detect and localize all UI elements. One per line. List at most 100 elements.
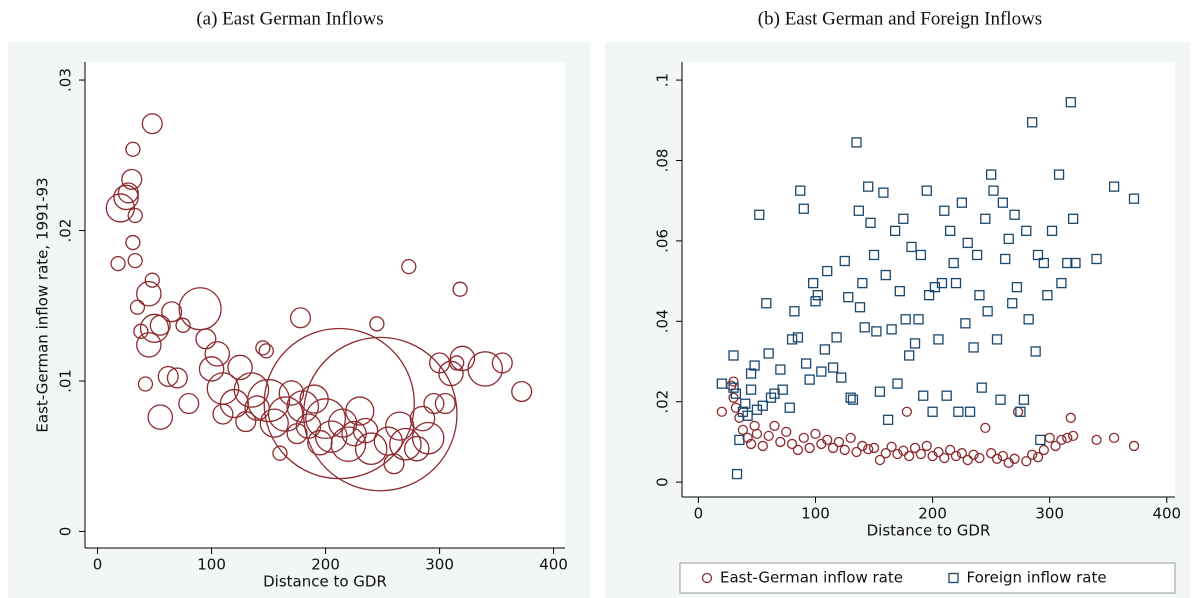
scatter-point xyxy=(839,255,850,267)
bubble xyxy=(307,429,333,456)
scatter-point xyxy=(845,432,856,444)
bubble xyxy=(136,332,162,358)
scatter-point xyxy=(945,444,956,456)
y-tick-label: .02 xyxy=(654,390,672,414)
bubble xyxy=(383,453,405,475)
y-tick-label: .01 xyxy=(57,369,75,393)
x-tick-label: 300 xyxy=(1035,505,1064,523)
scatter-point xyxy=(898,213,909,224)
scatter-point xyxy=(827,362,839,373)
scatter-point xyxy=(1067,430,1079,442)
scatter-point xyxy=(1038,257,1049,269)
bubble xyxy=(149,314,171,336)
scatter-point xyxy=(845,392,856,403)
scatter-point xyxy=(904,350,915,361)
bubble xyxy=(352,417,379,444)
scatter-point xyxy=(804,374,815,385)
scatter-point xyxy=(810,428,821,440)
scatter-point xyxy=(913,314,924,325)
bubble xyxy=(125,234,141,251)
bubble xyxy=(278,380,305,406)
scatter-point xyxy=(923,290,935,301)
scatter-point xyxy=(1003,233,1014,245)
scatter-point xyxy=(836,372,847,383)
scatter-point xyxy=(1067,213,1079,224)
scatter-point xyxy=(882,414,894,425)
scatter-point xyxy=(918,390,929,401)
bubble xyxy=(144,272,160,288)
bubble xyxy=(330,426,367,462)
scatter-point xyxy=(839,444,850,456)
legend-label: East-German inflow rate xyxy=(720,569,903,587)
scatter-point xyxy=(731,468,743,480)
scatter-point xyxy=(939,205,950,216)
scatter-point xyxy=(939,452,950,464)
scatter-point xyxy=(985,448,997,459)
y-tick-label: .08 xyxy=(654,149,672,173)
bubble xyxy=(198,356,225,382)
scatter-point xyxy=(868,442,880,454)
scatter-point xyxy=(1018,394,1030,405)
scatter-point xyxy=(742,410,753,421)
scatter-point xyxy=(1046,225,1058,237)
scatter-point xyxy=(898,445,909,456)
scatter-point xyxy=(800,358,812,369)
bubble xyxy=(113,184,139,211)
scatter-point xyxy=(1000,253,1011,265)
bubble xyxy=(258,343,274,359)
scatter-point xyxy=(995,394,1006,405)
scatter-point xyxy=(804,442,815,454)
bubble xyxy=(404,435,430,462)
scatter-point xyxy=(886,441,897,452)
scatter-point xyxy=(968,449,979,460)
scatter-point xyxy=(1021,456,1032,467)
scatter-point xyxy=(1091,253,1102,265)
bubble xyxy=(121,168,143,190)
scatter-point xyxy=(1128,193,1140,204)
scatter-point xyxy=(851,137,862,148)
plot-area xyxy=(85,62,565,548)
scatter-point xyxy=(1108,432,1120,444)
scatter-point xyxy=(1021,225,1032,237)
scatter-point xyxy=(968,342,979,353)
bubble xyxy=(511,380,533,403)
scatter-point xyxy=(745,438,757,450)
scatter-point xyxy=(716,406,727,417)
bubble xyxy=(157,365,179,388)
y-tick-label: 0 xyxy=(57,527,75,537)
bubble xyxy=(175,317,191,333)
scatter-point xyxy=(900,314,911,325)
scatter-point xyxy=(1050,440,1061,452)
scatter-point xyxy=(915,249,927,261)
bubble xyxy=(354,432,388,465)
scatter-point xyxy=(728,382,739,393)
scatter-point xyxy=(1091,434,1102,446)
scatter-point xyxy=(833,436,845,448)
legend-marker xyxy=(701,572,713,584)
plot-area xyxy=(682,62,1175,497)
scatter-point xyxy=(909,338,921,349)
x-tick-label: 100 xyxy=(801,505,830,523)
scatter-point xyxy=(889,225,901,237)
x-tick-label: 200 xyxy=(311,556,340,574)
scatter-point xyxy=(857,440,868,452)
bubble xyxy=(129,299,146,315)
scatter-point xyxy=(831,332,842,343)
x-tick-label: 0 xyxy=(93,556,103,574)
scatter-point xyxy=(956,448,968,459)
x-axis-title: Distance to GDR xyxy=(867,522,991,540)
scatter-point xyxy=(863,444,874,455)
bubble xyxy=(272,445,288,461)
bubble xyxy=(227,354,253,381)
scatter-point xyxy=(865,217,876,228)
bubble xyxy=(409,405,436,432)
scatter-point xyxy=(775,364,786,375)
scatter-point xyxy=(847,394,859,405)
scatter-point xyxy=(878,187,889,198)
scatter-point xyxy=(915,448,927,460)
bubble xyxy=(125,141,141,157)
scatter-point xyxy=(1015,406,1026,417)
scatter-point xyxy=(980,213,991,224)
scatter-point xyxy=(1128,440,1140,452)
bubble xyxy=(166,367,188,389)
